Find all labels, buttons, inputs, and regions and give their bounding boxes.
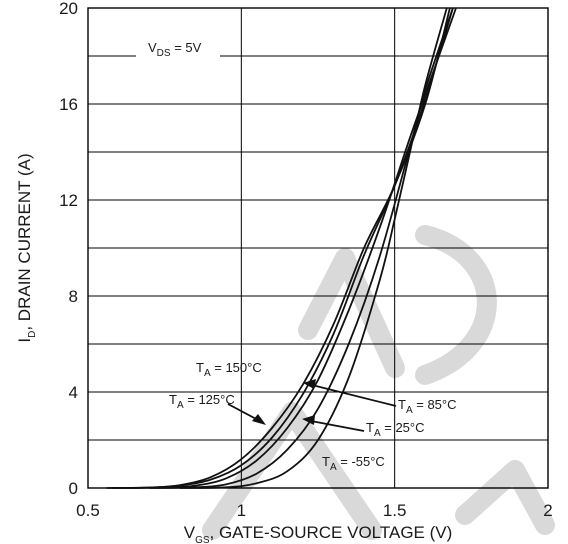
y-tick-label: 12 (59, 191, 78, 210)
arrowhead-85c (303, 379, 316, 389)
condition-label: VDS = 5V (148, 40, 202, 59)
series-label-25c: TA = 25°C (366, 420, 425, 439)
series-label-150c: TA = 150°C (196, 360, 262, 379)
x-tick-label: 2 (543, 501, 552, 520)
series-label-minus55c: TA = -55°C (322, 454, 385, 473)
tick-labels: 0 4 8 12 16 20 0.5 1 1.5 2 (59, 0, 553, 520)
y-tick-label: 4 (69, 383, 78, 402)
y-tick-label: 20 (59, 0, 78, 18)
y-axis-label: ID, DRAIN CURRENT (A) (15, 153, 38, 342)
watermark-stroke-2 (298, 248, 405, 378)
arrowhead-125c (252, 414, 266, 425)
series-label-125c: TA = 125°C (169, 392, 235, 411)
arrowhead-25c (302, 415, 315, 425)
arrow-85c (311, 384, 397, 407)
watermark-stroke-3 (415, 225, 497, 385)
x-axis-label: VGS, GATE-SOURCE VOLTAGE (V) (184, 523, 453, 544)
grid (88, 8, 548, 488)
watermark-stroke-4 (455, 460, 555, 535)
annotation-arrows (227, 379, 397, 432)
arrow-25c (310, 420, 365, 432)
series-line-85c (124, 7, 457, 489)
y-tick-label: 8 (69, 287, 78, 306)
series-line-minus55c (179, 7, 448, 489)
series-line-125c (112, 7, 454, 489)
watermark (202, 225, 555, 540)
x-tick-label: 1.5 (383, 501, 407, 520)
y-tick-label: 0 (69, 479, 78, 498)
plot-frame (87, 7, 549, 489)
arrow-125c (227, 403, 259, 421)
x-tick-label: 0.5 (76, 501, 100, 520)
series-label-85c: TA = 85°C (398, 397, 457, 416)
x-tick-label: 1 (237, 501, 246, 520)
y-tick-label: 16 (59, 95, 78, 114)
